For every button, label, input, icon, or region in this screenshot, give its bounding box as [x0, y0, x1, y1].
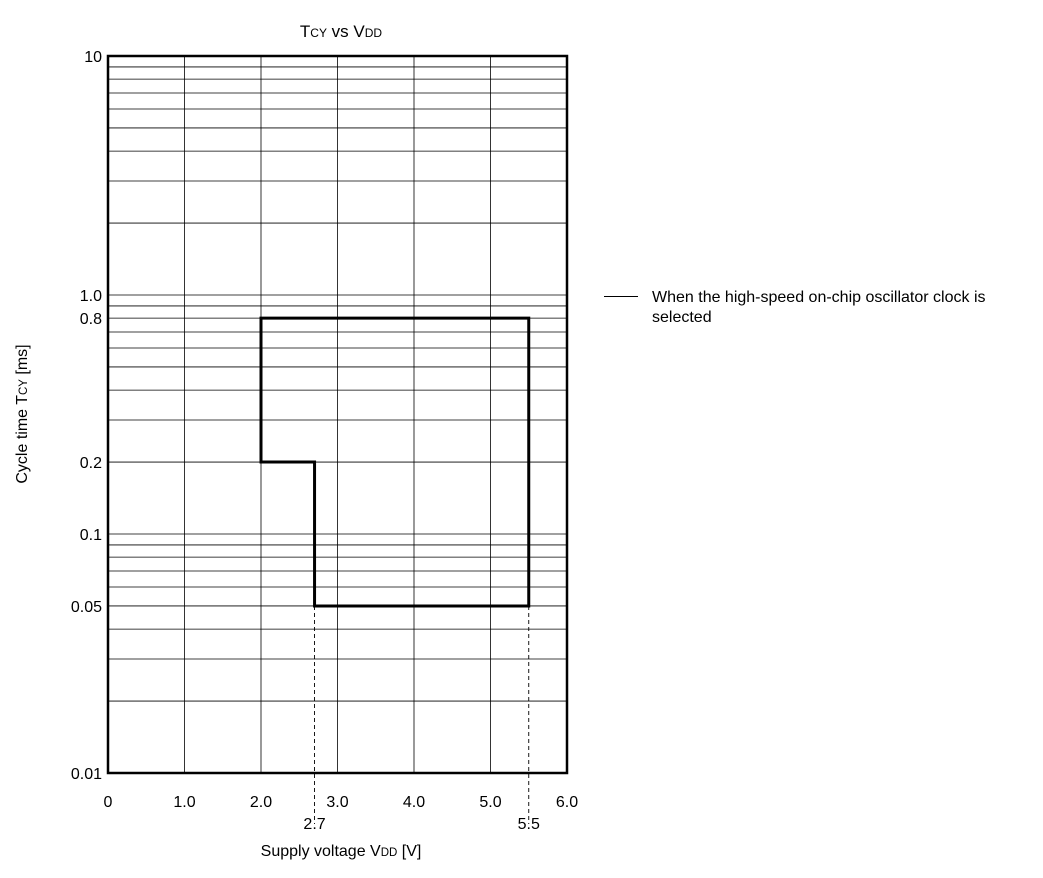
legend-swatch	[604, 296, 638, 297]
legend-label: When the high-speed on-chip oscillator c…	[652, 289, 986, 326]
series	[259, 316, 531, 608]
x-tick-label-2: 2.0	[250, 794, 272, 811]
x-tick-label-1: 1.0	[173, 794, 195, 811]
tick-labels: 0 1.0 2.0 3.0 4.0 5.0 6.0 2.7 5.5 10 1.0 0.8 0.2 0.1 0…	[71, 49, 578, 833]
x-tick-label-4: 4.0	[403, 794, 425, 811]
plot-frame	[106, 54, 569, 775]
y-tick-label-0-01: 0.01	[71, 766, 102, 783]
guide-lines	[314, 605, 530, 824]
y-tick-label-0-05: 0.05	[71, 599, 102, 616]
x-tick-label-2-7: 2.7	[303, 816, 325, 833]
legend: When the high-speed on-chip oscillator c…	[604, 288, 1042, 328]
x-tick-label-5-5: 5.5	[518, 816, 540, 833]
y-axis-label: Cycle time TCY [ms]	[14, 344, 31, 483]
x-tick-label-3: 3.0	[326, 794, 348, 811]
y-tick-label-0-1: 0.1	[80, 527, 102, 544]
grid	[108, 56, 567, 773]
x-axis-label: Supply voltage VDD [V]	[261, 843, 422, 860]
x-tick-label-5: 5.0	[479, 794, 501, 811]
plot-border	[106, 54, 569, 775]
x-tick-label-6: 6.0	[556, 794, 578, 811]
y-tick-label-1: 1.0	[80, 288, 102, 305]
y-tick-label-0-8: 0.8	[80, 311, 102, 328]
chart-title: TCY vs VDD	[300, 22, 383, 41]
series-line-0	[259, 316, 531, 608]
x-tick-label-0: 0	[104, 794, 113, 811]
y-tick-label-10: 10	[84, 49, 102, 66]
y-tick-label-0-2: 0.2	[80, 455, 102, 472]
